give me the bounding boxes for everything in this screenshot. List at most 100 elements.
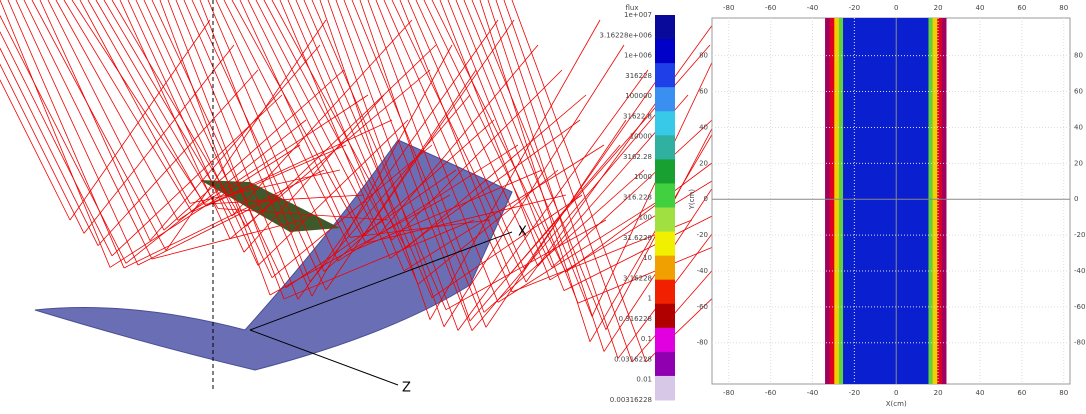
ray	[56, 0, 178, 220]
color-swatch	[655, 111, 675, 136]
colorbar-label: 10000	[630, 133, 652, 141]
colorbar-label: 31.6228	[623, 234, 652, 242]
color-swatch	[655, 352, 675, 377]
colorbar-label: 0.316228	[619, 315, 652, 323]
x-tick-label: 60	[1017, 389, 1026, 397]
color-swatch	[655, 135, 675, 160]
colorbar-label: 1	[648, 295, 652, 303]
y-tick-label: -80	[1074, 339, 1085, 347]
y-tick-label: 80	[699, 52, 708, 60]
colorbar-label: 3162.28	[623, 153, 652, 161]
ray	[526, 20, 716, 282]
colorbar-label: 0.00316228	[610, 396, 652, 404]
colorbar-label: 1e+007	[624, 11, 652, 19]
ray	[0, 0, 70, 220]
ray	[184, 0, 312, 296]
color-swatch	[655, 280, 675, 305]
colorbar-label: 31622.8	[623, 112, 652, 120]
color-swatch	[655, 15, 675, 40]
flux-core	[843, 18, 928, 384]
colorbar-label: 316.228	[623, 193, 652, 201]
color-swatch	[655, 232, 675, 257]
colorbar: flux 1e+0073.16228e+0061e+00631622810000…	[600, 4, 675, 404]
x-tick-label: 60	[1017, 4, 1026, 12]
x-tick-label: 0	[894, 4, 898, 12]
y-tick-label: -40	[1074, 267, 1085, 275]
y-tick-label: -60	[1074, 303, 1085, 311]
x-tick-label: 80	[1059, 389, 1068, 397]
ray	[472, 0, 606, 330]
y-tick-label: -20	[1074, 231, 1085, 239]
ray	[32, 0, 166, 251]
colorbar-label: 3.16228e+006	[600, 31, 653, 39]
y-tick-label: 0	[704, 195, 708, 203]
colorbar-label: 10	[643, 254, 652, 262]
y-tick-label: 40	[699, 123, 708, 131]
y-tick-label: 0	[1074, 195, 1078, 203]
x-tick-label: 20	[934, 389, 943, 397]
x-tick-label: -80	[723, 4, 734, 12]
y-axis-title: Y(cm)	[688, 189, 696, 211]
x-tick-label: 80	[1059, 4, 1068, 12]
color-swatch	[655, 63, 675, 88]
x-tick-label: -20	[849, 389, 860, 397]
color-swatch	[655, 159, 675, 184]
ray	[464, 0, 592, 317]
ray	[24, 0, 152, 259]
color-swatch	[655, 256, 675, 281]
axis-label: X	[518, 225, 527, 240]
y-tick-label: 20	[699, 159, 708, 167]
screen: X Z flux 1e+0073.16228e+0061e+0063162281…	[0, 0, 1086, 410]
colorbar-label: 316228	[625, 72, 652, 80]
ray	[136, 0, 258, 265]
ray	[498, 195, 668, 302]
colorbar-label: 3.16228	[623, 274, 652, 282]
x-tick-label: 40	[976, 4, 985, 12]
y-tick-label: -20	[697, 231, 708, 239]
ray	[0, 0, 110, 267]
color-swatch	[655, 87, 675, 112]
x-tick-label: -80	[723, 389, 734, 397]
color-swatch	[655, 304, 675, 329]
ray	[96, 0, 218, 208]
ray	[144, 0, 272, 278]
colorbar-label: 0.0316228	[614, 355, 652, 363]
ray	[0, 0, 126, 263]
colorbar-label: 0.01	[636, 376, 652, 384]
ray	[496, 0, 618, 358]
y-tick-label: 60	[1074, 88, 1083, 96]
ray	[128, 0, 244, 252]
colorbar-label: 0.1	[641, 335, 652, 343]
y-tick-label: -40	[697, 267, 708, 275]
x-tick-label: -40	[807, 4, 818, 12]
ray	[510, 45, 710, 274]
colorbar-label: 100000	[625, 92, 652, 100]
ray	[88, 0, 204, 204]
ray	[160, 0, 270, 295]
color-swatch	[655, 376, 675, 401]
color-swatch	[655, 183, 675, 208]
color-swatch	[655, 208, 675, 233]
x-tick-label: -20	[849, 4, 860, 12]
ray	[0, 0, 98, 246]
x-tick-label: 0	[894, 389, 898, 397]
x-tick-label: -60	[765, 4, 776, 12]
x-tick-label: -40	[807, 389, 818, 397]
axis-label: Z	[402, 381, 411, 396]
page: X Z flux 1e+0073.16228e+0061e+0063162281…	[0, 0, 1086, 414]
x-tick-label: -60	[765, 389, 776, 397]
x-axis-title: X(cm)	[886, 400, 907, 408]
x-tick-label: 40	[976, 389, 985, 397]
color-swatch	[655, 328, 675, 353]
ray	[0, 0, 112, 256]
y-tick-label: 40	[1074, 123, 1083, 131]
colorbar-label: 100	[639, 214, 652, 222]
colorbar-label: 1000	[634, 173, 652, 181]
y-tick-label: 60	[699, 88, 708, 96]
ray	[566, 145, 736, 272]
ray	[72, 0, 206, 206]
colorbar-label: 1e+006	[624, 52, 653, 60]
ray	[192, 0, 326, 290]
y-tick-label: -60	[697, 303, 708, 311]
y-tick-label: 20	[1074, 159, 1083, 167]
